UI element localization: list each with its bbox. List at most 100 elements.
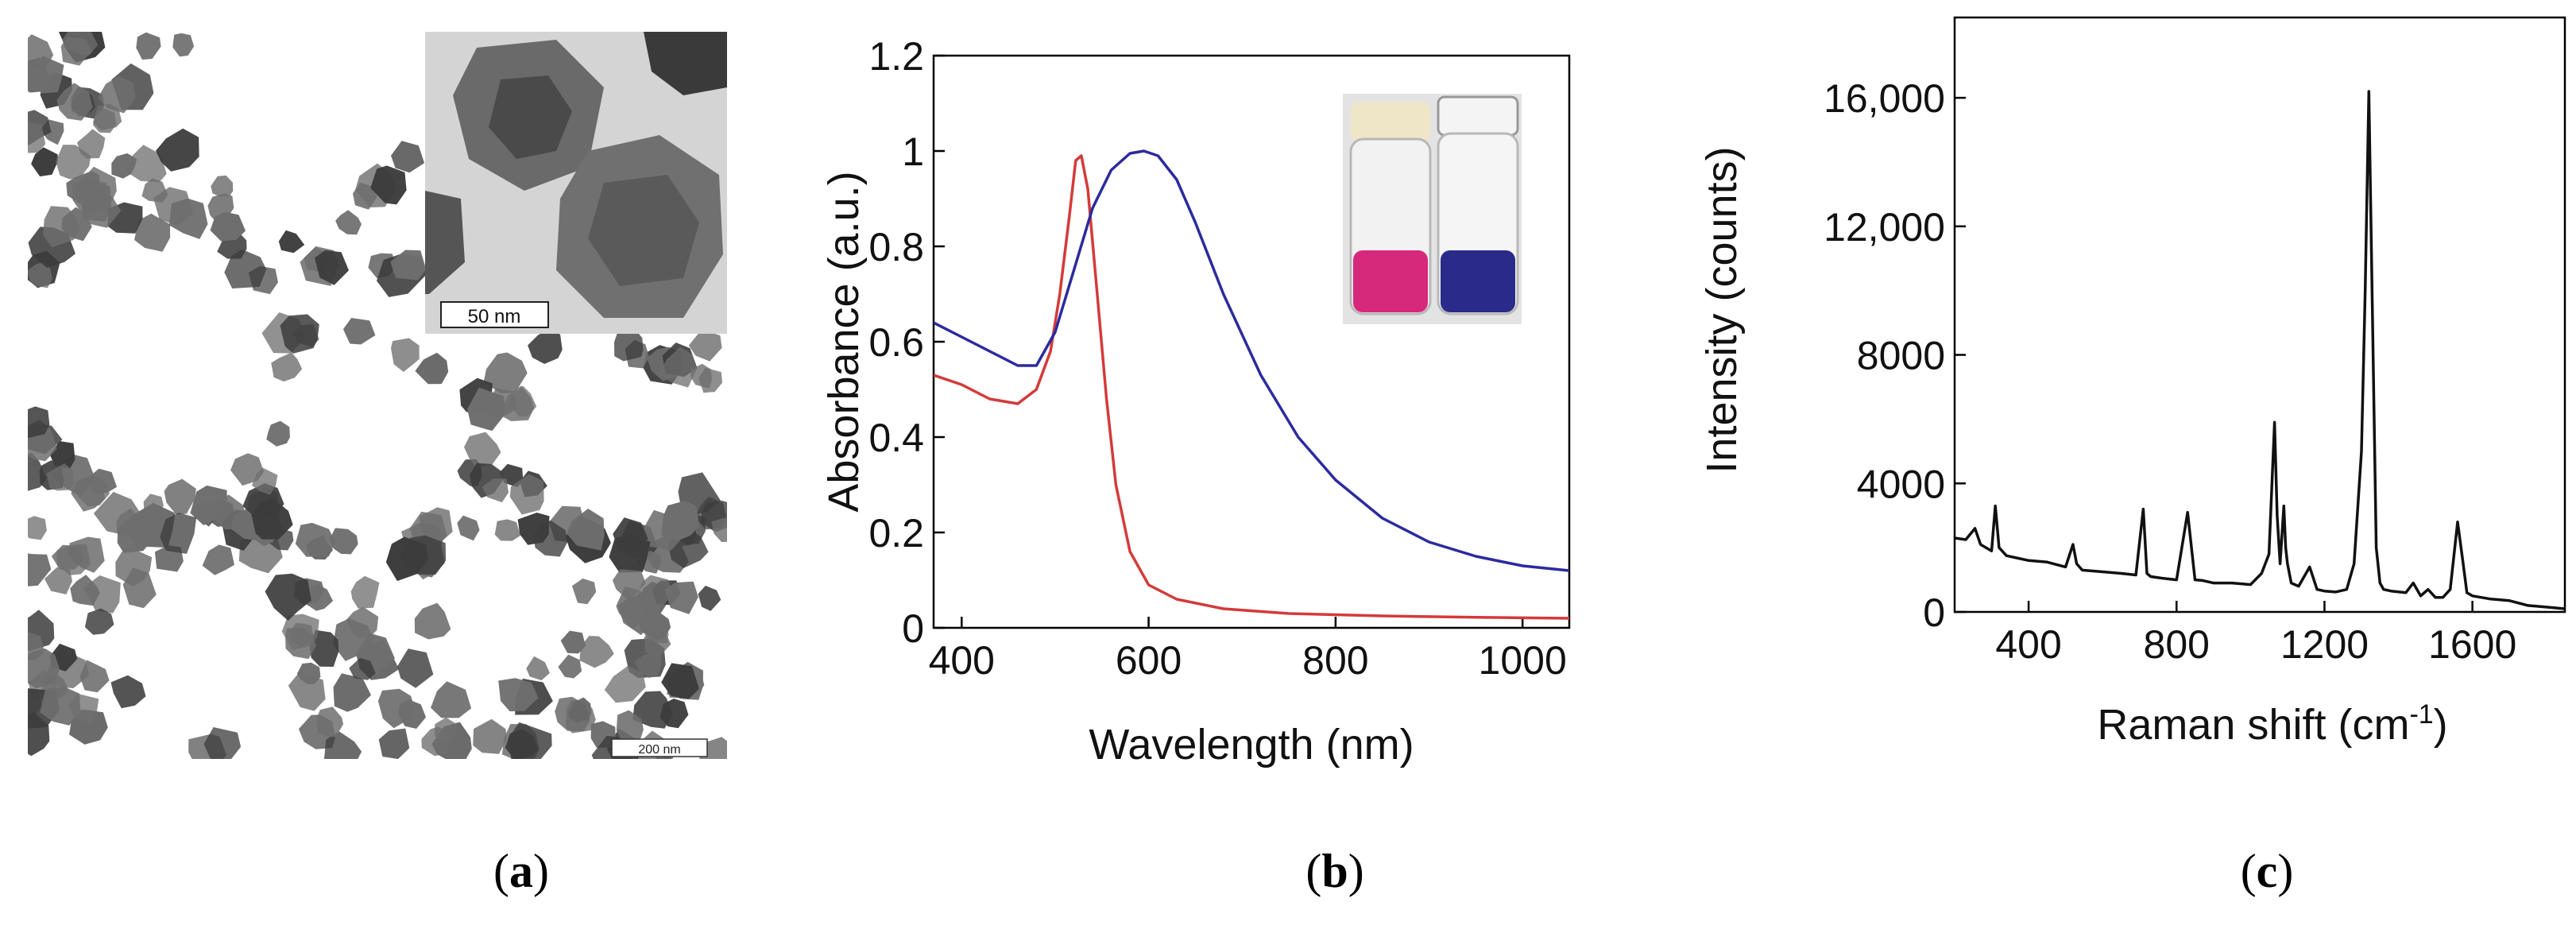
y-axis-title-c: Intensity (counts) bbox=[1698, 146, 1746, 473]
nanoparticle bbox=[499, 385, 535, 421]
nanoparticle bbox=[136, 32, 161, 60]
nanoparticle bbox=[28, 516, 47, 540]
nanoparticle bbox=[172, 33, 195, 57]
nanoparticle bbox=[661, 501, 699, 541]
y-tick-label-b: 1 bbox=[902, 130, 924, 174]
y-tick-label-c: 0 bbox=[1923, 590, 1945, 635]
nanoparticle bbox=[303, 584, 334, 611]
nanoparticle bbox=[457, 515, 480, 541]
nanoparticle bbox=[323, 731, 362, 759]
nanoparticle bbox=[579, 636, 614, 668]
y-tick-label-b: 0.2 bbox=[868, 511, 924, 556]
nanoparticle bbox=[391, 338, 420, 372]
y-tick-label-c: 12,000 bbox=[1824, 205, 1945, 250]
caption-c: (c) bbox=[2240, 845, 2294, 897]
nanoparticle bbox=[560, 630, 586, 654]
nanoparticle bbox=[141, 178, 168, 203]
nanoparticle bbox=[280, 314, 319, 354]
nanoparticle bbox=[309, 629, 339, 667]
x-tick-label-c: 1600 bbox=[2428, 622, 2516, 667]
vial-right-cap bbox=[1437, 95, 1519, 137]
nanoparticle bbox=[390, 250, 427, 281]
y-tick-label-c: 8000 bbox=[1857, 334, 1945, 378]
nanoparticle bbox=[265, 573, 311, 621]
panel-b-absorbance-chart: 400 600 800 1000 0 0.2 0.4 0.6 0.8 1 1.2 Wavelengt… bbox=[820, 34, 1571, 768]
series-line-b-0 bbox=[934, 154, 1569, 620]
nanoparticle bbox=[88, 468, 118, 495]
nanoparticle bbox=[68, 693, 99, 723]
nanoparticle bbox=[526, 656, 550, 681]
nanoparticle bbox=[92, 108, 117, 134]
nanoparticle bbox=[350, 575, 380, 609]
nanoparticle bbox=[614, 324, 644, 362]
nanoparticle bbox=[498, 678, 539, 712]
inset-scale-label: 50 nm bbox=[468, 306, 521, 327]
y-tick-label-c: 16,000 bbox=[1824, 76, 1945, 121]
x-tick-label-b: 400 bbox=[929, 638, 995, 683]
tem-particles bbox=[28, 32, 727, 759]
nanoparticle bbox=[661, 663, 699, 699]
nanoparticle bbox=[558, 654, 582, 679]
x-axis-title-c: Raman shift (cm-1) bbox=[2097, 699, 2447, 749]
nanoparticle bbox=[98, 75, 136, 114]
y-tick-label-b: 0.6 bbox=[868, 320, 924, 365]
nanoparticle bbox=[637, 575, 674, 611]
nanoparticle bbox=[68, 536, 105, 573]
x-tick-label-b: 600 bbox=[1116, 638, 1182, 683]
inset-particle-top bbox=[644, 32, 727, 95]
vial-left-liquid bbox=[1353, 250, 1428, 312]
y-tick-label-c: 4000 bbox=[1857, 462, 1945, 506]
nanoparticle bbox=[77, 129, 106, 159]
nanoparticle bbox=[296, 662, 321, 685]
nanoparticle bbox=[612, 569, 646, 600]
nanoparticle bbox=[391, 141, 425, 173]
scale-label: 200 nm bbox=[638, 743, 680, 757]
x-tick-label-c: 400 bbox=[1995, 622, 2061, 667]
x-axis-title-b: Wavelength (nm) bbox=[1089, 721, 1414, 768]
nanoparticle bbox=[190, 485, 227, 525]
nanoparticle bbox=[251, 467, 278, 495]
nanoparticle bbox=[509, 474, 544, 515]
nanoparticle bbox=[571, 578, 597, 605]
nanoparticle bbox=[156, 128, 199, 172]
nanoparticle bbox=[315, 250, 349, 285]
nanoparticle bbox=[203, 727, 242, 759]
nanoparticle bbox=[604, 665, 646, 703]
nanoparticle bbox=[122, 567, 157, 609]
nanoparticle bbox=[528, 327, 563, 364]
vial-left-cap bbox=[1351, 102, 1430, 141]
nanoparticle bbox=[398, 699, 427, 729]
nanoparticle bbox=[210, 211, 246, 242]
nanoparticle bbox=[613, 517, 648, 552]
nanoparticle bbox=[346, 606, 379, 639]
nanoparticle bbox=[40, 686, 81, 726]
nanoparticle bbox=[83, 575, 121, 614]
nanoparticle bbox=[333, 673, 371, 712]
nanoparticle bbox=[290, 622, 314, 648]
nanoparticle bbox=[370, 165, 407, 205]
nanoparticle bbox=[335, 210, 362, 235]
axes-c: 400 800 1200 1600 0 4000 8000 12,000 16,000 bbox=[1824, 76, 2516, 667]
y-tick-label-b: 0.4 bbox=[868, 416, 924, 460]
y-axis-title-b: Absorbance (a.u.) bbox=[820, 171, 868, 512]
nanoparticle bbox=[56, 83, 93, 121]
nanoparticle bbox=[419, 507, 453, 541]
nanoparticle bbox=[400, 535, 447, 575]
nanoparticle bbox=[46, 463, 74, 491]
tem-scalebar: 200 nm bbox=[611, 738, 708, 757]
nanoparticle bbox=[711, 517, 727, 542]
caption-a: (a) bbox=[493, 845, 549, 897]
inset-particle-right-core bbox=[588, 175, 699, 286]
nanoparticle bbox=[278, 230, 305, 254]
nanoparticle bbox=[81, 194, 122, 228]
inset-particle-left bbox=[425, 191, 465, 294]
nanoparticle bbox=[111, 153, 137, 179]
nanoparticle bbox=[28, 553, 52, 587]
nanoparticle bbox=[134, 213, 171, 252]
nanoparticle bbox=[567, 509, 605, 551]
nanoparticle bbox=[168, 198, 208, 239]
caption-b: (b) bbox=[1305, 845, 1364, 897]
nanoparticle bbox=[66, 171, 100, 206]
y-tick-label-b: 0.8 bbox=[868, 225, 924, 269]
